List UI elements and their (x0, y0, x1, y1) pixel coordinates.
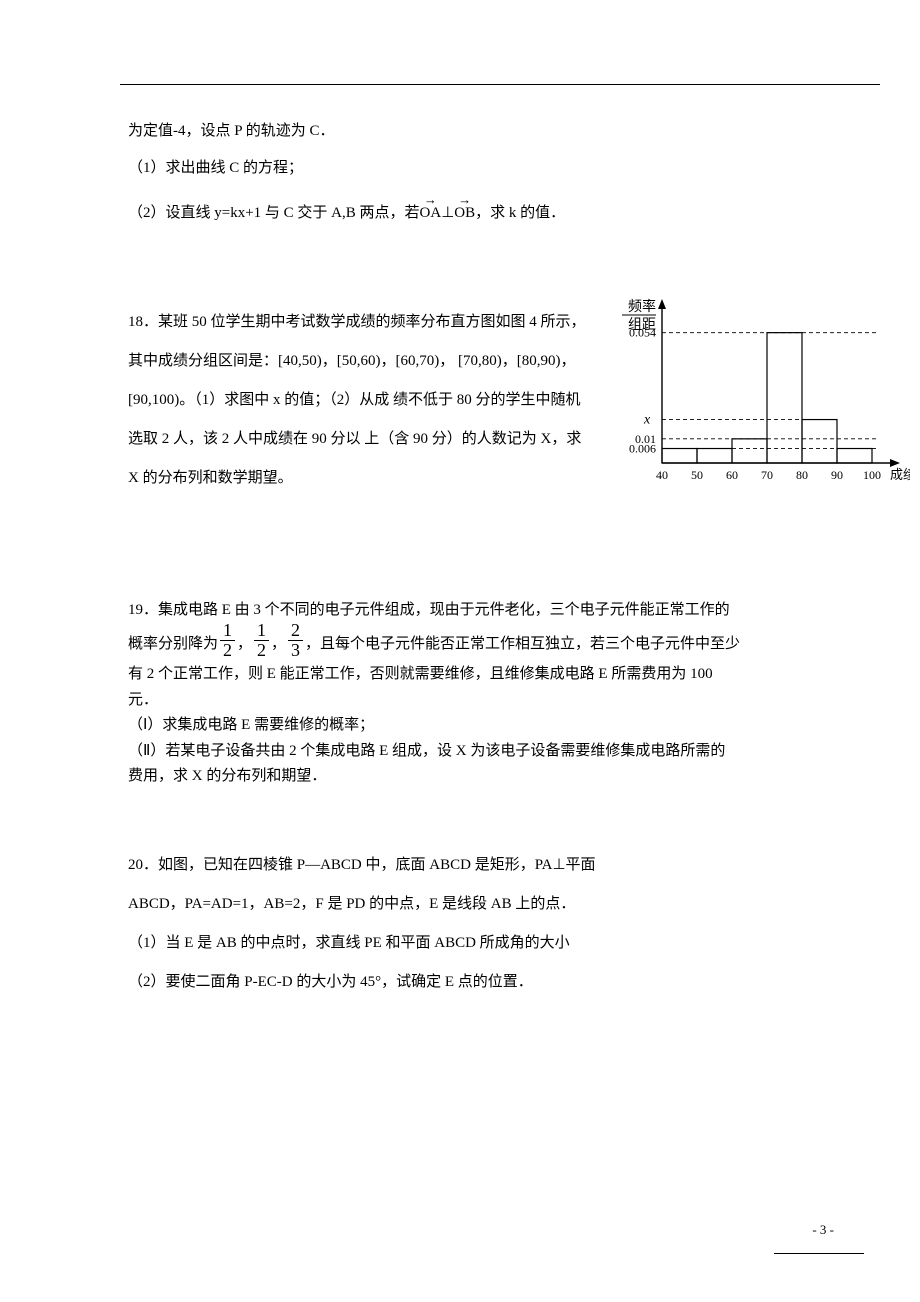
q19-l2a: 概率分别降为 (128, 636, 218, 652)
vector-oa: →OA (420, 199, 442, 225)
frac-n: 2 (288, 621, 303, 641)
svg-text:成绩: 成绩 (890, 467, 910, 482)
page: 为定值-4，设点 P 的轨迹为 C． （1）求出曲线 C 的方程； （2）设直线… (0, 0, 920, 1302)
svg-text:40: 40 (656, 468, 668, 482)
q20-l4: （2）要使二面角 P-EC-D 的大小为 45°，试确定 E 点的位置． (128, 963, 872, 1002)
q19-l7: 费用，求 X 的分布列和期望． (128, 764, 872, 790)
frac-n: 1 (254, 621, 269, 641)
q18: 18．某班 50 位学生期中考试数学成绩的频率分布直方图如图 4 所示，其中成绩… (128, 303, 872, 498)
vec-oa-text: OA (420, 205, 442, 221)
sep: ， (271, 636, 286, 652)
page-number: - 3 - (812, 1222, 834, 1238)
top-rule (120, 84, 880, 85)
bottom-rule (774, 1253, 864, 1254)
sep: ， (237, 636, 252, 652)
q19-l2: 概率分别降为12，12，23，且每个电子元件能否正常工作相互独立，若三个电子元件… (128, 623, 872, 662)
q19-l1: 19．集成电路 E 由 3 个不同的电子元件组成，现由于元件老化，三个电子元件能… (128, 598, 872, 624)
content: 为定值-4，设点 P 的轨迹为 C． （1）求出曲线 C 的方程； （2）设直线… (128, 120, 872, 1002)
histogram: 频率组距0.0540.010.006x405060708090100成绩 (600, 295, 910, 495)
svg-text:70: 70 (761, 468, 773, 482)
arrow-icon: → (454, 193, 475, 206)
svg-text:频率: 频率 (628, 298, 656, 315)
fraction-1: 12 (220, 621, 235, 660)
svg-text:100: 100 (863, 468, 881, 482)
svg-text:50: 50 (691, 468, 703, 482)
q18-text: 18．某班 50 位学生期中考试数学成绩的频率分布直方图如图 4 所示，其中成绩… (128, 303, 588, 498)
q18-l1: 18．某班 50 位学生期中考试数学成绩的频率分布直方图如图 4 (128, 314, 537, 330)
q19: 19．集成电路 E 由 3 个不同的电子元件组成，现由于元件老化，三个电子元件能… (128, 598, 872, 790)
svg-text:0.006: 0.006 (629, 441, 656, 455)
q17-line1: 为定值-4，设点 P 的轨迹为 C． (128, 120, 872, 143)
q19-l4: 元． (128, 688, 872, 714)
svg-text:x: x (643, 412, 651, 427)
q20-l3: （1）当 E 是 AB 的中点时，求直线 PE 和平面 ABCD 所成角的大小 (128, 924, 872, 963)
q19-l3: 有 2 个正常工作，则 E 能正常工作，否则就需要维修，且维修集成电路 E 所需… (128, 662, 872, 688)
frac-d: 2 (254, 641, 269, 660)
q17-part1: （1）求出曲线 C 的方程； (128, 157, 872, 180)
perp-text: ⊥ (441, 205, 454, 221)
fraction-3: 23 (288, 621, 303, 660)
q17-l3a: （2）设直线 y=kx+1 与 C 交于 A,B 两点，若 (128, 205, 420, 221)
vec-ob-text: OB (454, 205, 475, 221)
svg-text:80: 80 (796, 468, 808, 482)
fraction-2: 12 (254, 621, 269, 660)
frac-d: 3 (288, 641, 303, 660)
svg-text:0.054: 0.054 (629, 325, 656, 339)
svg-text:90: 90 (831, 468, 843, 482)
svg-text:60: 60 (726, 468, 738, 482)
q19-l6: （Ⅱ）若某电子设备共由 2 个集成电路 E 组成，设 X 为该电子设备需要维修集… (128, 739, 872, 765)
vector-ob: →OB (454, 199, 475, 225)
q20-l1: 20．如图，已知在四棱锥 P—ABCD 中，底面 ABCD 是矩形，PA⊥平面 (128, 846, 872, 885)
arrow-icon: → (420, 193, 442, 206)
frac-n: 1 (220, 621, 235, 641)
frac-d: 2 (220, 641, 235, 660)
q17-l3b: ，求 k 的值． (475, 205, 565, 221)
q19-l2b: ，且每个电子元件能否正常工作相互独立，若三个电子元件中至少 (305, 636, 740, 652)
q17-part2: （2）设直线 y=kx+1 与 C 交于 A,B 两点，若→OA⊥→OB，求 k… (128, 199, 872, 225)
q19-l5: （Ⅰ）求集成电路 E 需要维修的概率； (128, 713, 872, 739)
q20: 20．如图，已知在四棱锥 P—ABCD 中，底面 ABCD 是矩形，PA⊥平面 … (128, 846, 872, 1002)
q20-l2: ABCD，PA=AD=1，AB=2，F 是 PD 的中点，E 是线段 AB 上的… (128, 885, 872, 924)
q17-continued: 为定值-4，设点 P 的轨迹为 C． （1）求出曲线 C 的方程； （2）设直线… (128, 120, 872, 225)
